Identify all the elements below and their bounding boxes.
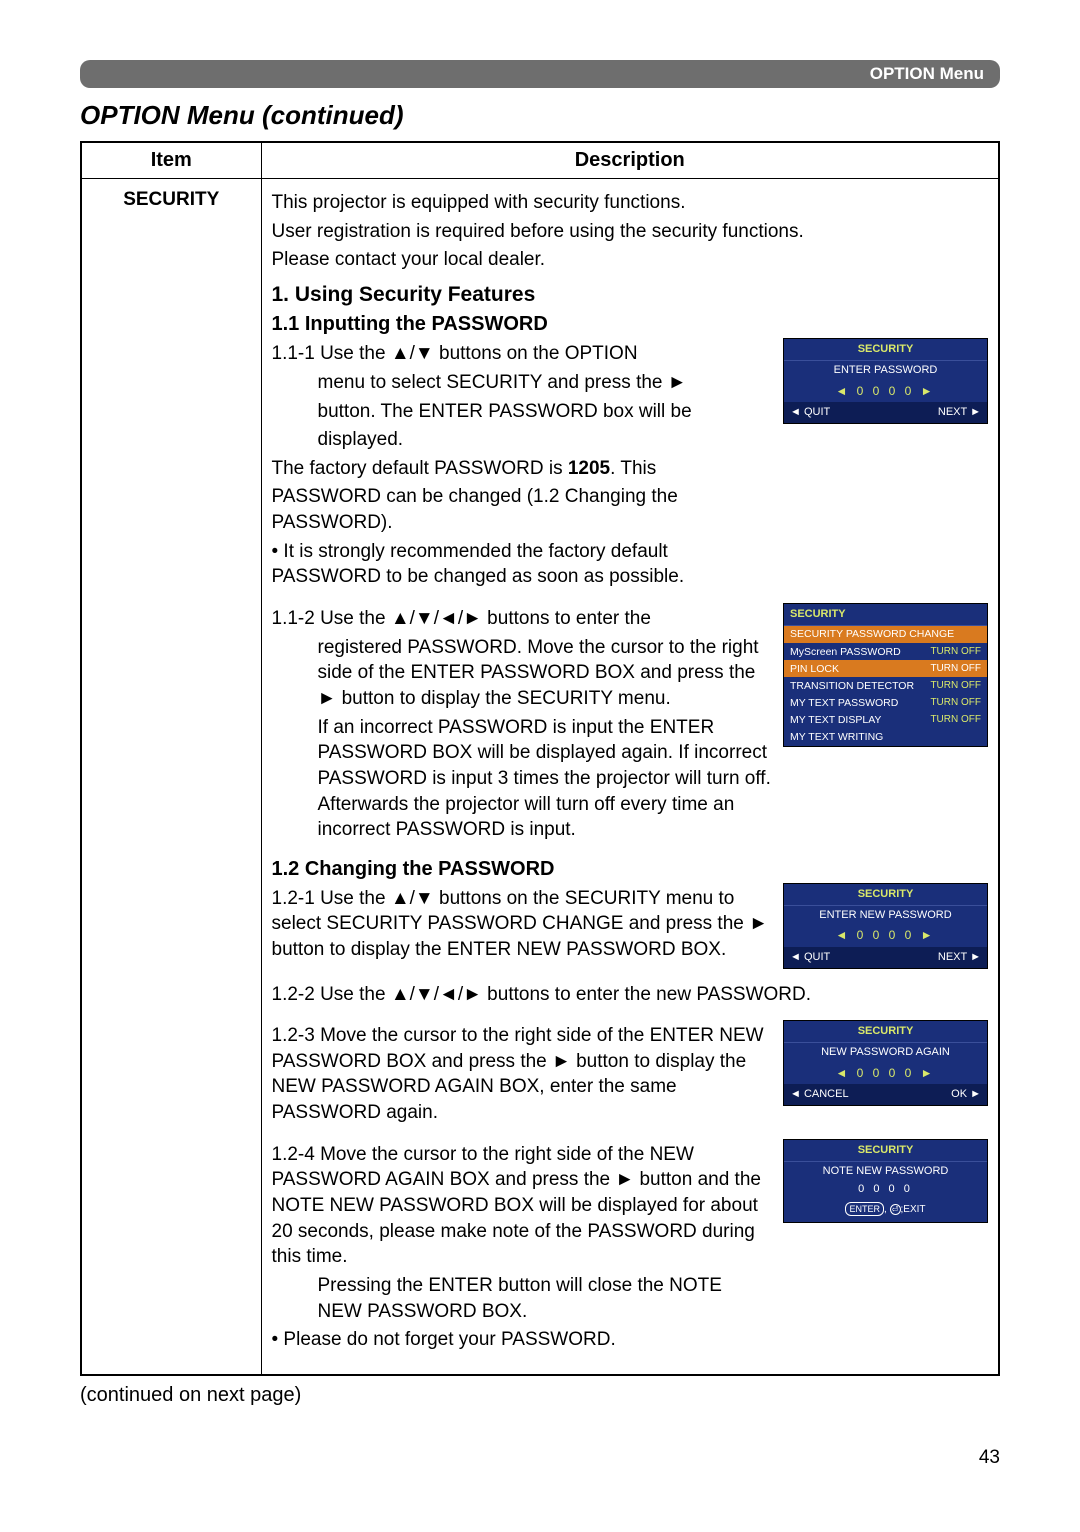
item-security: SECURITY	[81, 179, 261, 1375]
osd-note-new-password: SECURITY NOTE NEW PASSWORD 0 0 0 0 ENTER…	[783, 1139, 988, 1223]
heading-1-2: 1.2 Changing the PASSWORD	[272, 856, 989, 883]
step-1-2-4: 1.2-4 Move the cursor to the right side …	[272, 1139, 989, 1356]
option-table: Item Description SECURITY This projector…	[80, 141, 1000, 1376]
osd-enter-new-password: SECURITY ENTER NEW PASSWORD ◄ 0 0 0 0 ► …	[783, 883, 988, 969]
col-item: Item	[81, 142, 261, 179]
col-desc: Description	[261, 142, 999, 179]
step-1-2-2: 1.2-2 Use the ▲/▼/◄/► buttons to enter t…	[272, 979, 989, 1011]
header-bar: OPTION Menu	[80, 60, 1000, 88]
osd-security-menu: SECURITY SECURITY PASSWORD CHANGEMyScree…	[783, 603, 988, 747]
intro-line2: User registration is required before usi…	[272, 219, 989, 245]
step-1-1-1: 1.1-1 Use the ▲/▼ buttons on the OPTION …	[272, 338, 989, 593]
step-1-2-1: 1.2-1 Use the ▲/▼ buttons on the SECURIT…	[272, 883, 989, 969]
section-title: OPTION Menu (continued)	[80, 100, 1000, 131]
step-1-2-3: 1.2-3 Move the cursor to the right side …	[272, 1020, 989, 1129]
intro-line3: Please contact your local dealer.	[272, 247, 989, 273]
heading-1-1: 1.1 Inputting the PASSWORD	[272, 311, 989, 338]
osd-enter-password: SECURITY ENTER PASSWORD ◄ 0 0 0 0 ► ◄ QU…	[783, 338, 988, 424]
page-number: 43	[80, 1447, 1000, 1469]
osd-new-password-again: SECURITY NEW PASSWORD AGAIN ◄ 0 0 0 0 ► …	[783, 1020, 988, 1106]
step-1-1-2: 1.1-2 Use the ▲/▼/◄/► buttons to enter t…	[272, 603, 989, 846]
desc-cell: This projector is equipped with security…	[261, 179, 999, 1375]
intro-line1: This projector is equipped with security…	[272, 190, 989, 216]
continued-text: (continued on next page)	[80, 1384, 1000, 1407]
heading-1: 1. Using Security Features	[272, 281, 989, 309]
header-tab-label: OPTION Menu	[870, 64, 984, 84]
